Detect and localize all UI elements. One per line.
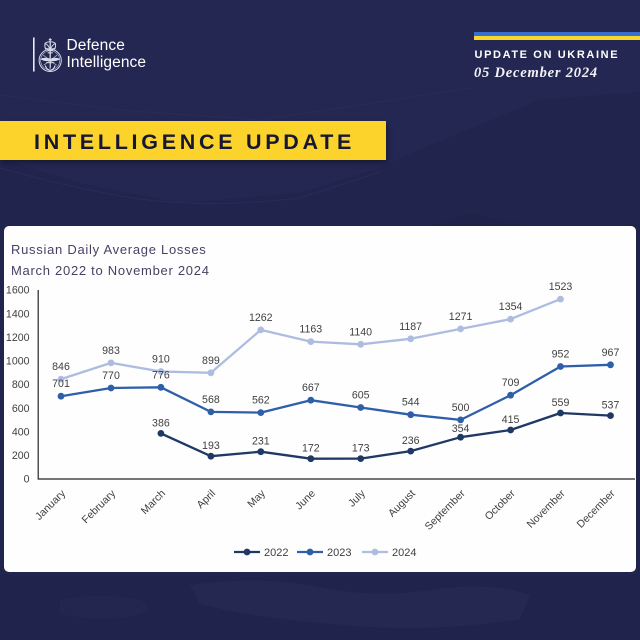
svg-text:386: 386 — [152, 417, 170, 429]
svg-text:1523: 1523 — [549, 281, 573, 293]
svg-text:770: 770 — [102, 370, 120, 382]
svg-text:400: 400 — [12, 427, 30, 439]
svg-text:January: January — [33, 487, 69, 523]
svg-text:500: 500 — [452, 402, 470, 414]
svg-text:1000: 1000 — [6, 356, 30, 368]
svg-text:667: 667 — [302, 382, 320, 394]
svg-text:193: 193 — [202, 440, 220, 452]
svg-text:1400: 1400 — [6, 308, 30, 320]
svg-text:2023: 2023 — [327, 547, 351, 559]
svg-text:1600: 1600 — [6, 285, 30, 297]
svg-text:910: 910 — [152, 354, 170, 366]
svg-text:1271: 1271 — [449, 311, 473, 323]
svg-text:2024: 2024 — [392, 547, 416, 559]
svg-text:605: 605 — [352, 390, 370, 402]
svg-text:800: 800 — [12, 379, 30, 391]
svg-text:354: 354 — [452, 423, 470, 435]
svg-text:173: 173 — [352, 443, 370, 455]
svg-text:967: 967 — [602, 347, 620, 359]
svg-text:November: November — [525, 487, 568, 530]
svg-text:562: 562 — [252, 395, 270, 407]
svg-text:August: August — [386, 488, 418, 520]
svg-text:December: December — [575, 487, 618, 530]
svg-text:709: 709 — [502, 377, 520, 389]
svg-text:200: 200 — [12, 450, 30, 462]
svg-text:701: 701 — [52, 378, 70, 390]
svg-text:May: May — [245, 487, 268, 510]
svg-text:1200: 1200 — [6, 332, 30, 344]
svg-text:600: 600 — [12, 403, 30, 415]
svg-text:231: 231 — [252, 436, 270, 448]
svg-text:September: September — [423, 487, 468, 532]
svg-text:415: 415 — [502, 414, 520, 426]
svg-text:776: 776 — [152, 369, 170, 381]
svg-text:1140: 1140 — [349, 326, 372, 338]
svg-text:1354: 1354 — [499, 301, 523, 313]
svg-text:559: 559 — [552, 397, 570, 409]
svg-text:1262: 1262 — [249, 312, 273, 324]
svg-text:899: 899 — [202, 355, 220, 367]
svg-text:June: June — [293, 488, 318, 513]
svg-text:537: 537 — [602, 400, 620, 412]
svg-text:April: April — [195, 488, 218, 511]
svg-text:236: 236 — [402, 435, 420, 447]
svg-text:0: 0 — [24, 474, 30, 486]
svg-text:983: 983 — [102, 345, 120, 357]
svg-text:952: 952 — [552, 349, 570, 361]
svg-text:172: 172 — [302, 443, 320, 455]
svg-text:October: October — [483, 487, 518, 522]
svg-text:July: July — [346, 487, 368, 509]
svg-text:February: February — [80, 487, 119, 526]
svg-text:2022: 2022 — [264, 547, 288, 559]
svg-text:846: 846 — [52, 361, 70, 373]
svg-text:March: March — [139, 488, 168, 517]
svg-text:568: 568 — [202, 394, 220, 406]
svg-text:1187: 1187 — [399, 321, 422, 333]
svg-text:544: 544 — [402, 397, 420, 409]
svg-text:1163: 1163 — [299, 324, 322, 336]
